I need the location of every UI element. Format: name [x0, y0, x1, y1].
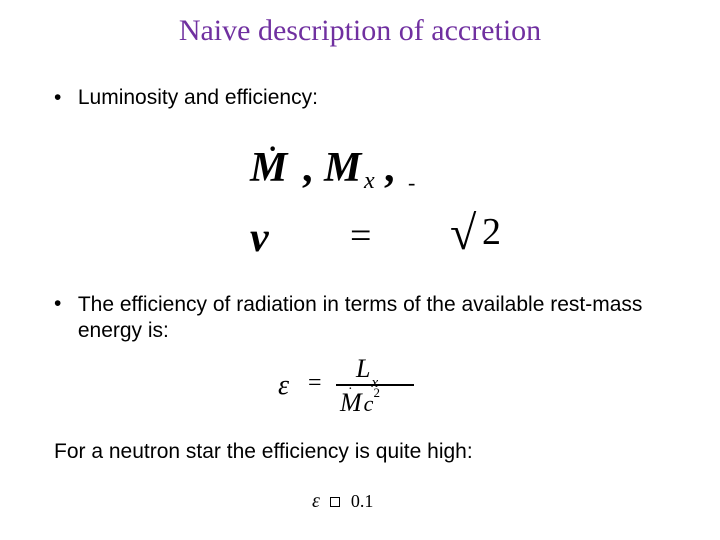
equation-velocity-sqrt2: ν = √ 2	[250, 208, 550, 264]
equation-epsilon-definition: ε = Lx · Mc2	[278, 350, 458, 420]
equation-epsilon-value: ε 0.1	[312, 490, 432, 513]
eq3-numerator: Lx	[356, 354, 377, 388]
eq4-value: 0.1	[351, 491, 374, 511]
eq3-den-c: c	[364, 391, 374, 416]
eq1-comma1: ,	[302, 144, 313, 192]
bullet-marker: •	[54, 86, 72, 110]
eq1-M1: M	[250, 144, 287, 192]
eq2-lhs-symbol: ν	[250, 214, 269, 262]
eq3-den-dot-accent: ·	[348, 382, 353, 398]
slide-title: Naive description of accretion	[0, 14, 720, 48]
eq4-epsilon: ε	[312, 490, 320, 512]
bullet-luminosity-text: Luminosity and efficiency:	[78, 86, 318, 110]
eq1-comma2: ,	[384, 144, 395, 192]
eq1-sub-x: x	[364, 168, 375, 195]
bullet-efficiency: • The efficiency of radiation in terms o…	[54, 292, 674, 345]
eq2-equals: =	[350, 214, 371, 258]
eq3-numerator-L: L	[356, 354, 370, 383]
eq3-den-exp: 2	[373, 385, 380, 400]
eq1-M2: M	[324, 144, 361, 192]
bullet-efficiency-text: The efficiency of radiation in terms of …	[78, 292, 668, 345]
eq4-approx-box-icon	[330, 497, 340, 507]
eq3-equals: =	[308, 370, 322, 397]
bullet-marker: •	[54, 292, 72, 316]
neutron-star-line: For a neutron star the efficiency is qui…	[54, 440, 473, 464]
eq3-denominator: · Mc2	[340, 388, 380, 418]
eq2-sqrt: √	[450, 206, 476, 261]
bullet-luminosity: • Luminosity and efficiency:	[54, 86, 318, 110]
eq1-trailing-mark: ‐	[408, 170, 415, 196]
eq3-epsilon: ε	[278, 370, 289, 402]
eq2-radicand: 2	[482, 210, 501, 254]
slide: Naive description of accretion • Luminos…	[0, 0, 720, 540]
